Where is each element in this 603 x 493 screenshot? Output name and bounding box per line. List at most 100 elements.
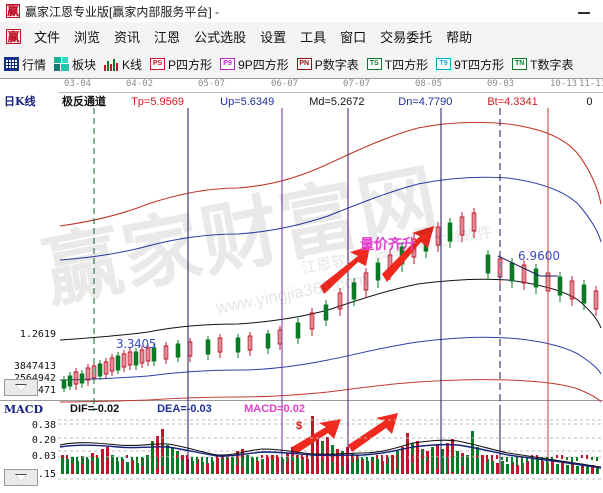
menu-item-news[interactable]: 资讯 (114, 29, 141, 45)
date-tick: 05-07 (198, 79, 226, 89)
indicator-bt: Bt=4.3341 (487, 96, 538, 108)
price-chart-canvas[interactable] (58, 108, 603, 411)
macd-hist-value: MACD=0.02 (244, 403, 305, 415)
title-bar: 赢 赢家江恩专业版[赢家内部服务平台] - (0, 0, 603, 23)
toolbar-label-kline: K线 (122, 57, 143, 72)
macd-dea-line (59, 443, 602, 469)
date-tick: 08-05 (415, 79, 443, 89)
mosaic-icon (54, 57, 70, 71)
menu-item-window[interactable]: 窗口 (340, 29, 367, 45)
toolbar-label-t-square: T四方形 (384, 57, 429, 72)
indicator-name: 极反通道 (62, 96, 106, 108)
band-md-line (59, 278, 602, 341)
menu-item-formula-stock-pick[interactable]: 公式选股 (194, 29, 247, 45)
macd-dif-line (59, 439, 602, 468)
macd-indicator-row: DIF=-0.02 DEA=-0.03 MACD=0.02 (70, 403, 340, 417)
collapse-pane-button-main[interactable] (4, 379, 38, 396)
toolbar-label-t-number-table: T数字表 (530, 57, 574, 72)
candles-icon (104, 57, 119, 71)
pn-box-icon: PN (296, 58, 312, 70)
indicator-tp: Tp=5.9569 (131, 96, 184, 108)
volume-axis-label: 2564942 (0, 373, 56, 384)
indicator-dn: Dn=4.7790 (398, 96, 453, 108)
indicator-header-row: 极反通道 Tp=5.9569 Up=5.6349 Md=5.2672 Dn=4.… (62, 93, 596, 108)
p9-box-icon: P9 (220, 58, 236, 70)
menu-item-gann[interactable]: 江恩 (154, 29, 181, 45)
callout-leader-line (497, 255, 541, 277)
toolbar-button-9t-square[interactable]: T9 9T四方形 (432, 56, 508, 73)
ts-box-icon: TS (366, 58, 382, 70)
band-tp-line (59, 121, 602, 227)
t9-box-icon: T9 (436, 58, 452, 70)
macd-dif-value: DIF=-0.02 (70, 403, 120, 415)
macd-chart-canvas[interactable] (58, 417, 603, 489)
candlestick-series (61, 208, 599, 392)
date-tick: 04-02 (126, 79, 154, 89)
toolbar-label-p-square: P四方形 (168, 57, 213, 72)
toolbar-label-quotes: 行情 (22, 57, 47, 72)
menu-item-file[interactable]: 文件 (34, 29, 61, 45)
menu-logo-icon: 赢 (6, 28, 21, 44)
vertical-marker-lines (93, 108, 549, 411)
menu-item-tools[interactable]: 工具 (300, 29, 327, 45)
date-tick: 03-04 (64, 79, 92, 89)
menu-item-browse[interactable]: 浏览 (74, 29, 101, 45)
tn-box-icon: TN (512, 58, 528, 70)
date-tick: 07-07 (343, 79, 371, 89)
macd-axis-label: 0.20 (31, 435, 56, 446)
panel-tag-macd: MACD (4, 403, 44, 416)
macd-panel[interactable]: MACD DIF=-0.02 DEA=-0.03 MACD=0.02 (0, 400, 603, 493)
menu-bar: 赢 文件 浏览 资讯 江恩 公式选股 设置 工具 窗口 交易委托 帮助 (0, 22, 603, 51)
macd-axis-label: 0.03 (31, 451, 56, 462)
date-tick: 09-03 (487, 79, 515, 89)
annotation-arrow (382, 226, 434, 282)
menu-item-trading[interactable]: 交易委托 (380, 29, 433, 45)
collapse-pane-button-macd[interactable] (4, 469, 38, 486)
toolbar-label-sectors: 板块 (72, 57, 97, 72)
date-tick: 06-07 (271, 79, 299, 89)
minimize-icon[interactable] (573, 3, 595, 19)
toolbar-button-p-number-table[interactable]: PN P数字表 (293, 56, 363, 73)
volume-annotation-arrow (348, 413, 398, 452)
toolbar-label-9t-square: 9T四方形 (454, 57, 505, 72)
toolbar-button-9p-square[interactable]: P9 9P四方形 (216, 56, 293, 73)
macd-axis-label: 0.38 (31, 420, 56, 431)
indicator-md: Md=5.2672 (309, 96, 365, 108)
toolbar-button-kline[interactable]: K线 (100, 56, 146, 73)
toolbar: 行情 板块 K线 PS P四方形 P9 9P四方形 PN P数字表 TS T四方… (0, 50, 603, 79)
chart-annotation-text: 量价齐升 (360, 236, 416, 252)
panel-tag-kline: 日K线 (4, 95, 36, 108)
volume-annotation-arrow (292, 419, 341, 454)
toolbar-label-p-number-table: P数字表 (314, 57, 359, 72)
date-tick: 11-11 (579, 79, 603, 89)
macd-histogram (61, 455, 598, 474)
macd-gridlines (58, 419, 603, 480)
dollar-marker: $ (296, 420, 303, 432)
macd-axis-label: -0.15 (25, 469, 56, 480)
price-callout-low: 3.3405 (116, 337, 157, 351)
price-axis-label: 1.2619 (19, 329, 56, 340)
toolbar-button-t-square[interactable]: TS T四方形 (363, 56, 432, 73)
window-controls (573, 3, 603, 19)
toolbar-button-t-number-table[interactable]: TN T数字表 (508, 56, 577, 73)
annotation-arrow (320, 246, 370, 294)
volume-axis-label: 3847413 (13, 361, 56, 372)
toolbar-label-9p-square: 9P四方形 (238, 57, 289, 72)
toolbar-button-sectors[interactable]: 板块 (50, 56, 100, 73)
date-axis: 03-04 04-02 05-07 06-07 07-07 08-05 09-0… (58, 79, 603, 93)
menu-item-settings[interactable]: 设置 (260, 29, 287, 45)
ps-box-icon: PS (150, 58, 166, 70)
app-logo-icon: 赢 (6, 4, 20, 18)
menu-item-help[interactable]: 帮助 (446, 29, 473, 45)
date-tick: 10-13 (550, 79, 578, 89)
price-callout-high: 6.9600 (518, 249, 560, 263)
toolbar-button-quotes[interactable]: 行情 (0, 56, 50, 73)
indicator-up: Up=5.6349 (220, 96, 275, 108)
band-bt-line (59, 379, 602, 403)
toolbar-button-p-square[interactable]: PS P四方形 (146, 56, 216, 73)
band-up-line (59, 176, 602, 261)
band-dn-line (59, 336, 602, 381)
macd-dea-value: DEA=-0.03 (157, 403, 212, 415)
indicator-zero: 0 (586, 96, 593, 108)
